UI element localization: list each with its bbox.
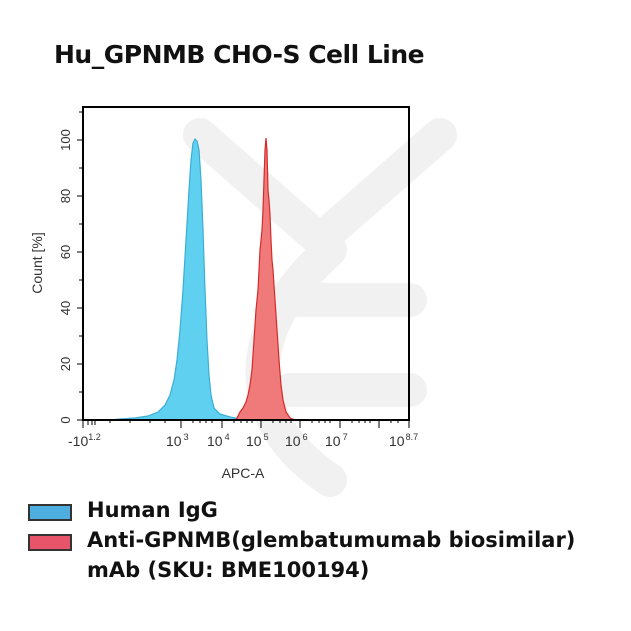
- x-axis-label: APC-A: [222, 465, 265, 481]
- legend: Human IgG Anti-GPNMB(glembatumumab biosi…: [25, 495, 575, 585]
- legend-swatch-red: [28, 534, 72, 551]
- svg-text:-101.2: -101.2: [68, 432, 101, 449]
- y-tick-labels: 0 20 40 60 80 100: [58, 129, 73, 423]
- legend-item-human-igg: Human IgG: [25, 495, 575, 525]
- legend-label: Human IgG: [87, 498, 218, 522]
- svg-text:107: 10 7: [325, 432, 348, 449]
- legend-swatch-blue: [28, 504, 72, 521]
- legend-label-line2: mAb (SKU: BME100194): [87, 558, 370, 582]
- svg-text:106: 10 6: [285, 432, 308, 449]
- x-tick-labels: -101.2 10 3 10 4 10 5 10 6 10 7 108.7: [68, 432, 418, 449]
- y-axis-ticks: [77, 111, 83, 421]
- x-axis-ticks: [82, 420, 410, 428]
- svg-text:103: 10 3: [166, 432, 189, 449]
- svg-text:20: 20: [58, 357, 73, 371]
- svg-text:60: 60: [58, 245, 73, 259]
- series-anti-gpnmb: [235, 137, 296, 421]
- y-axis-label: Count [%]: [29, 232, 45, 293]
- svg-text:104: 10 4: [207, 432, 230, 449]
- svg-text:0: 0: [58, 416, 73, 423]
- svg-text:40: 40: [58, 301, 73, 315]
- svg-text:100: 100: [58, 129, 73, 151]
- svg-text:105: 10 5: [246, 432, 269, 449]
- plot-frame: [82, 106, 410, 421]
- svg-text:80: 80: [58, 189, 73, 203]
- legend-label: Anti-GPNMB(glembatumumab biosimilar): [87, 528, 576, 552]
- legend-item-anti-gpnmb: Anti-GPNMB(glembatumumab biosimilar) mAb…: [25, 525, 575, 585]
- svg-text:108.7: 108.7: [389, 432, 418, 449]
- series-human-igg: [109, 137, 246, 421]
- chart-title: Hu_GPNMB CHO-S Cell Line: [54, 40, 425, 69]
